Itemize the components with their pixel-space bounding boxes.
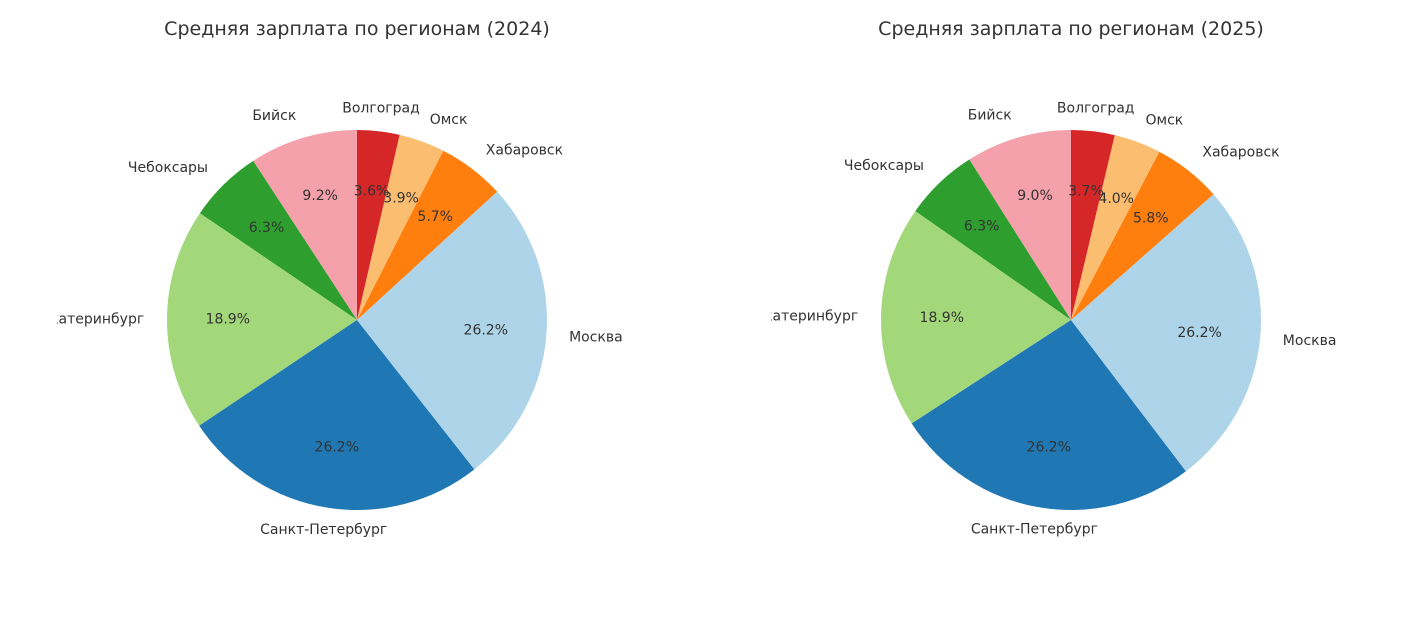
pie-slice-pct-label: 3.6% — [354, 184, 390, 200]
pie-slice-label: Бийск — [968, 108, 1012, 124]
pie-slice-pct-label: 6.3% — [249, 220, 285, 236]
pie-slice-pct-label: 9.0% — [1017, 188, 1053, 204]
pie-slice-pct-label: 26.2% — [1027, 439, 1071, 455]
pie-slice-label: Бийск — [252, 108, 296, 124]
pie-slice-label: Санкт-Петербург — [971, 522, 1098, 538]
chart-panel-2024: Средняя зарплата по регионам (2024) 9.2%… — [0, 0, 714, 618]
chart-title: Средняя зарплата по регионам (2024) — [0, 18, 714, 40]
charts-row: Средняя зарплата по регионам (2024) 9.2%… — [0, 0, 1428, 618]
pie-slice-label: Москва — [569, 329, 623, 345]
pie-slice-pct-label: 26.2% — [464, 323, 508, 339]
pie-slice-label: Волгоград — [1057, 101, 1135, 117]
pie-slice-label: Омск — [1146, 113, 1184, 129]
pie-slice-label: Екатеринбург — [771, 308, 858, 324]
pie-slice-pct-label: 5.7% — [417, 209, 453, 225]
pie-slice-label: Волгоград — [342, 101, 420, 117]
pie-slice-label: Омск — [430, 112, 468, 128]
pie-slice-pct-label: 6.3% — [964, 219, 1000, 235]
pie-slice-pct-label: 5.8% — [1133, 210, 1169, 226]
pie-slice-label: Екатеринбург — [57, 311, 144, 327]
pie-slice-pct-label: 18.9% — [206, 312, 250, 328]
pie-slice-label: Москва — [1283, 333, 1337, 349]
pie-slice-label: Санкт-Петербург — [260, 522, 387, 538]
pie-chart-2024: 9.2% Бийск 6.3% Чебоксары 18.9% Екатеринбург 2… — [57, 60, 657, 600]
chart-title: Средняя зарплата по регионам (2025) — [714, 18, 1428, 40]
pie-slice-label: Чебоксары — [128, 160, 208, 176]
pie-slice-pct-label: 26.2% — [1177, 325, 1221, 341]
pie-slice-pct-label: 9.2% — [302, 188, 338, 204]
chart-panel-2025: Средняя зарплата по регионам (2025) 9.0%… — [714, 0, 1428, 618]
pie-slice-label: Хабаровск — [486, 143, 563, 159]
pie-chart-2025: 9.0% Бийск 6.3% Чебоксары 18.9% Екатеринбург 2… — [771, 60, 1371, 600]
pie-slice-pct-label: 3.7% — [1068, 184, 1104, 200]
pie-slice-pct-label: 26.2% — [315, 440, 359, 456]
pie-slice-pct-label: 18.9% — [920, 310, 964, 326]
pie-slice-label: Чебоксары — [844, 158, 924, 174]
pie-slice-label: Хабаровск — [1202, 145, 1279, 161]
